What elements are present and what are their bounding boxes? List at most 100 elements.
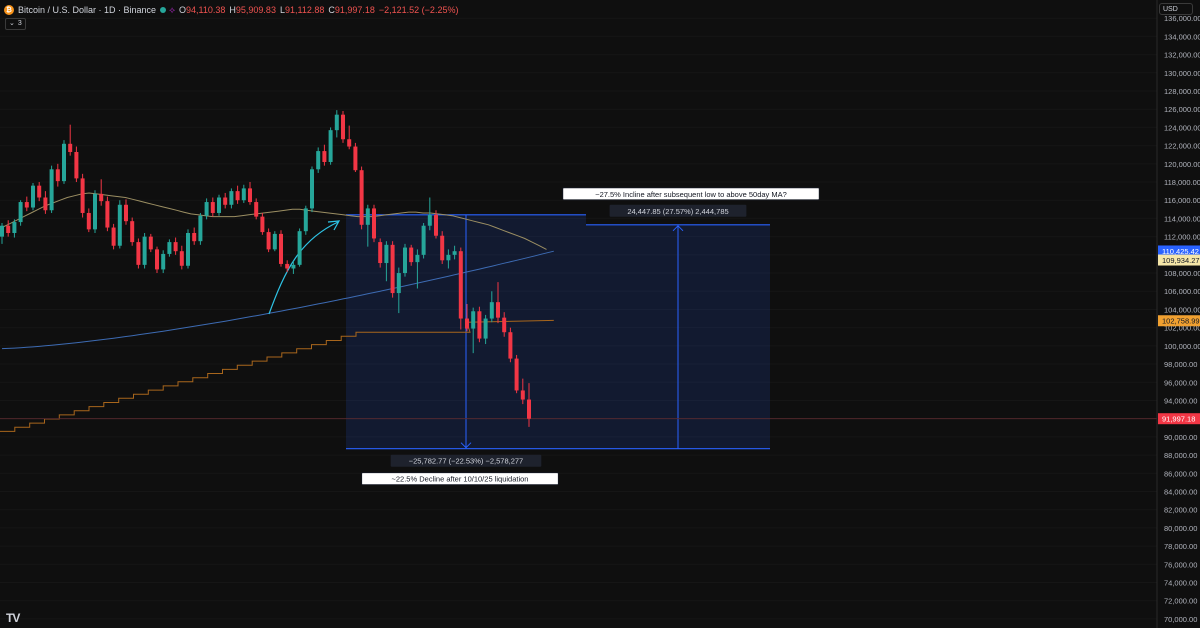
high-label: H [229, 5, 236, 15]
ma-short-price-tag-bg [1158, 245, 1200, 257]
ma-mid-price-tag: 109,934.27 [1162, 256, 1200, 265]
tick-label: 84,000.00 [1164, 487, 1197, 496]
low-value: 91,112.88 [284, 5, 325, 15]
close-value: 91,997.18 [334, 5, 375, 15]
candle-body [24, 202, 29, 208]
tick-label: 120,000.00 [1164, 160, 1200, 169]
overlays [0, 192, 1157, 450]
stair-price-tag: 102,758.99 [1162, 317, 1200, 326]
candle-body [192, 232, 197, 242]
tick-label: 134,000.00 [1164, 32, 1200, 41]
candle-body [167, 242, 172, 254]
tick-label: 98,000.00 [1164, 360, 1197, 369]
chevron-down-icon: ⌄ [9, 20, 15, 27]
candle-body [285, 263, 290, 269]
tick-label: 118,000.00 [1164, 178, 1200, 187]
tick-label: 88,000.00 [1164, 451, 1197, 460]
tick-label: 130,000.00 [1164, 69, 1200, 78]
candle-body [0, 225, 4, 237]
candle-body [427, 214, 432, 226]
candle-body [359, 170, 364, 225]
low-label: L [279, 5, 285, 15]
candle-body [458, 251, 463, 319]
candle-body [148, 236, 153, 250]
candle-body [520, 390, 525, 400]
annotation-arrow [268, 221, 339, 315]
indicators-toggle-button[interactable]: ⌄ 3 [5, 18, 26, 30]
candle-body [297, 231, 302, 265]
decline-measure-label: −25,782.77 (−22.53%) −2,578,277 [390, 454, 542, 467]
tick-label: 114,000.00 [1164, 214, 1200, 223]
candle-body [434, 214, 438, 236]
symbol-title[interactable]: Bitcoin / U.S. Dollar · 1D · Binance [18, 5, 157, 15]
candle-body [217, 197, 221, 213]
candle-body [173, 242, 178, 252]
candle-body [105, 201, 110, 228]
candle-body [477, 311, 482, 339]
short-ma-line [1, 192, 547, 250]
incline-note-text: ~27.5% Incline after subsequent low to a… [595, 190, 787, 199]
candle-body [322, 151, 327, 163]
candle-body [86, 212, 91, 230]
candle-body [31, 185, 35, 208]
candle-body [142, 236, 147, 265]
bitcoin-icon: ₿ [4, 5, 14, 15]
tick-label: 136,000.00 [1164, 14, 1200, 23]
stair-ma-line [0, 319, 554, 432]
ma-mid-price-tag-bg [1158, 254, 1200, 266]
candle-body [62, 143, 66, 182]
tick-label: 122,000.00 [1164, 142, 1200, 151]
symbol-header[interactable]: ₿ Bitcoin / U.S. Dollar · 1D · Binance ⟡… [4, 3, 458, 17]
decline-note-bg [361, 472, 559, 486]
candle-body [328, 130, 333, 163]
high-value: 95,909.83 [235, 5, 276, 15]
candle-body [155, 249, 159, 270]
candle-body [440, 235, 445, 261]
candle-body [508, 332, 513, 359]
currency-selector[interactable]: USD [1159, 3, 1193, 15]
tick-label: 86,000.00 [1164, 469, 1197, 478]
candle-body [99, 193, 104, 202]
decline-measure-label-text: −25,782.77 (−22.53%) −2,578,277 [409, 457, 523, 466]
price-axis[interactable]: 70,000.00 72,000.00 74,000.00 76,000.00 78,0… [1156, 0, 1200, 628]
tick-label: 72,000.00 [1164, 597, 1197, 606]
candle-body [310, 169, 314, 209]
candle-body [223, 197, 228, 205]
candle-body [452, 251, 457, 255]
candle-body [235, 191, 240, 201]
tick-label: 126,000.00 [1164, 105, 1200, 114]
candle-body [117, 204, 122, 246]
candle-body [390, 244, 395, 294]
decline-measure-label-bg [390, 454, 542, 467]
candle-body [179, 251, 184, 266]
tick-label: 104,000.00 [1164, 305, 1200, 314]
candle-body [409, 247, 414, 263]
tick-label: 102,000.00 [1164, 324, 1200, 333]
candle-body [421, 225, 426, 255]
tick-label: 112,000.00 [1164, 233, 1200, 242]
candle-body [303, 208, 308, 232]
candle-body [12, 222, 17, 233]
candle-body [384, 244, 389, 264]
candle-body [49, 169, 54, 211]
candle-body [365, 208, 370, 225]
candle-body [291, 264, 296, 269]
candle-body [204, 202, 209, 216]
candles [0, 110, 531, 427]
candle-body [130, 221, 135, 243]
tick-label: 128,000.00 [1164, 87, 1200, 96]
candle-body [489, 302, 494, 319]
candle-body [403, 247, 407, 274]
decline-arrowhead [460, 442, 472, 449]
candle-body [483, 318, 488, 339]
ma-short-price-tag: 110,425.42 [1162, 247, 1199, 256]
open-value: 94,110.38 [186, 5, 226, 15]
incline-measure-label-bg [609, 204, 747, 217]
shapes-icon[interactable]: ⟡ [169, 4, 176, 15]
incline-arrowhead [672, 225, 684, 232]
candle-body [68, 143, 73, 152]
candle-body [334, 114, 339, 131]
candle-body [136, 242, 141, 265]
open-label: O [179, 5, 187, 15]
